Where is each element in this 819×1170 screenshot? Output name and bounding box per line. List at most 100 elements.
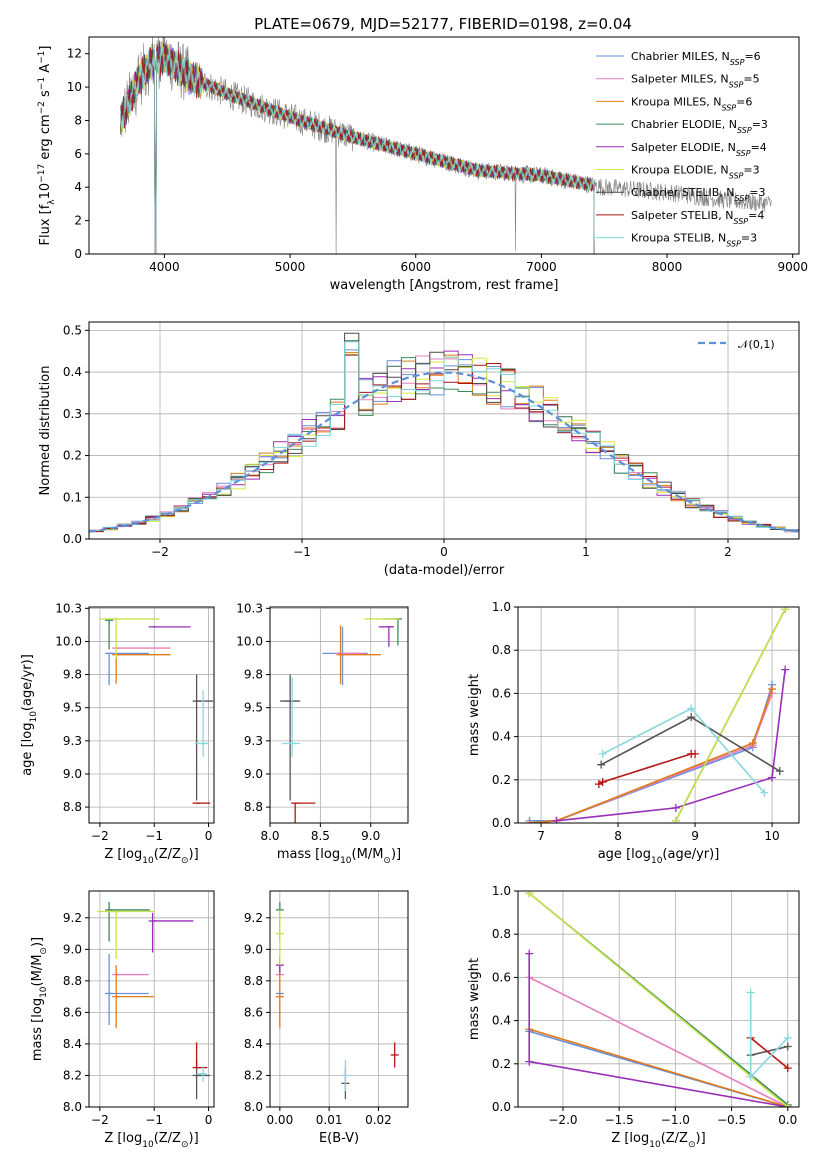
weight-marker [783,1033,792,1042]
weight-marker [768,773,777,782]
x-tick-label: 1 [582,545,590,559]
weight-line-4 [556,669,786,822]
x-tick-label: 8 [614,829,622,843]
y-tick-label: 9.2 [63,911,82,925]
y-tick-label: 10.3 [55,601,82,615]
plot-area [280,618,402,823]
y-tick-label: 1.0 [492,600,511,614]
x-tick-label: −2 [151,545,169,559]
legend-gauss-label: 𝒩(0,1) [738,338,775,351]
plot-layer: 4000 5000 6000 7000 8000 9000024681012wavelen… [20,36,808,1150]
model-spectrum-8 [120,43,595,254]
y-tick-label: 0.2 [63,449,82,463]
x-tick-label: 0 [440,545,448,559]
y-tick-label: 0.2 [492,773,511,787]
y-tick-label: 8 [74,113,82,127]
legend-label: Salpeter STELIB, NSSP=4 [631,209,764,226]
plot-area [275,902,399,1100]
y-tick-label: 10.0 [55,634,82,648]
y-tick-label: 0 [74,247,82,261]
plot-area [89,332,799,534]
x-tick-label: −2.0 [548,1113,577,1127]
axes-mass-vs-Z: −2 −1 0 8.0 8.2 8.4 8.6 8.8 9.0 9.2 Z [log10(Z/Z⊙)… [30,890,215,1150]
weight-marker [775,767,784,776]
legend-label: Chabrier STELIB, NSSP=3 [631,186,765,203]
y-tick-label: 0.6 [492,970,511,984]
y-tick-label: 8.2 [244,1068,263,1082]
axes-mass-vs-EBV: 0.00 0.01 0.02 8.0 8.2 8.4 8.6 8.8 9.0 9.2 E(B-V) [244,890,409,1146]
plot-area [525,891,792,1107]
weight-marker [783,1064,792,1073]
y-tick-label: 0.0 [63,532,82,546]
y-tick-label: 4 [74,180,82,194]
y-tick-label: 12 [67,47,82,61]
y-tick-label: 0.5 [63,323,82,337]
y-tick-label: 2 [74,214,82,228]
x-axis-label: mass [log10(M/M⊙)] [277,847,401,866]
y-tick-label: 9.2 [244,911,263,925]
weight-line-5 [528,892,789,1107]
plot-area [120,37,772,254]
y-tick-label: 0.4 [63,365,82,379]
plot-area [97,902,211,1100]
y-tick-label: 0.8 [492,643,511,657]
y-tick-label: 8.6 [244,1005,263,1019]
legend-label: Salpeter MILES, NSSP=5 [631,73,760,90]
y-tick-label: 8.6 [63,1005,82,1019]
axes-residuals: −2 −1 0 1 2 0.0 0.1 0.2 0.3 0.4 0.5 (data-model)/er… [38,321,800,578]
x-tick-label: 0.0 [778,1113,797,1127]
y-tick-label: 0.6 [492,686,511,700]
y-tick-label: 10.3 [236,601,263,615]
legend-label: Kroupa MILES, NSSP=6 [631,95,752,112]
axes-frame [269,606,409,824]
weight-marker [748,739,757,748]
y-axis-label: mass weight [467,958,482,1040]
weight-line-1 [528,976,789,1107]
y-axis-label: mass [log10(M/M⊙)] [30,937,49,1061]
y-axis-label: age [log10(age/yr)] [20,654,39,776]
axes-age-vs-mass: 8.0 8.5 9.0 8.8 9.0 9.3 9.5 9.8 10.0 10.3 mass [lo… [236,601,409,866]
weight-line-2 [529,688,773,823]
y-axis-label: Flux [fλ10−17 erg cm−2 s−1 A−1] [37,46,57,246]
y-tick-label: 8.8 [63,800,82,814]
x-tick-label: 4000 [149,260,180,274]
x-tick-label: 8.0 [260,829,279,843]
y-tick-label: 8.0 [244,1100,263,1114]
axes-frame [517,890,800,1108]
y-tick-label: 0.4 [492,730,511,744]
axes-frame [517,606,800,824]
weight-line-6 [750,1045,788,1056]
y-tick-label: 0.1 [63,490,82,504]
legend: Chabrier MILES, NSSP=6 Salpeter MILES, NS… [596,50,768,248]
y-tick-label: 6 [74,147,82,161]
y-tick-label: 8.0 [63,1100,82,1114]
x-tick-label: 10 [764,829,779,843]
axes-weight-vs-age: 7 8 9 10 0.0 0.2 0.4 0.6 0.8 1.0 age [log10(age/yr… [467,600,800,866]
x-tick-label: 9 [691,829,699,843]
y-tick-label: 8.8 [63,974,82,988]
weight-marker [597,760,606,769]
y-tick-label: 10.0 [236,634,263,648]
x-axis-label: Z [log10(Z/Z⊙)] [104,1131,198,1150]
weight-marker [768,685,777,694]
y-tick-label: 9.8 [244,668,263,682]
weight-marker [525,1057,534,1066]
weight-marker [671,803,680,812]
legend-label: Chabrier MILES, NSSP=6 [631,50,761,67]
x-tick-label: 9000 [777,260,808,274]
x-axis-label: Z [log10(Z/Z⊙)] [104,847,198,866]
y-tick-label: 9.0 [63,767,82,781]
y-tick-label: 1.0 [492,884,511,898]
axes-frame [88,36,800,255]
x-tick-label: −1.5 [605,1113,634,1127]
x-tick-label: 7000 [526,260,557,274]
axes-frame [269,890,409,1108]
y-tick-label: 8.8 [244,800,263,814]
x-tick-label: −1 [145,1113,163,1127]
gaussian-curve [89,371,799,533]
y-tick-label: 0.3 [63,407,82,421]
x-tick-label: 2 [724,545,732,559]
y-tick-label: 9.3 [244,734,263,748]
axes-frame [88,890,215,1108]
